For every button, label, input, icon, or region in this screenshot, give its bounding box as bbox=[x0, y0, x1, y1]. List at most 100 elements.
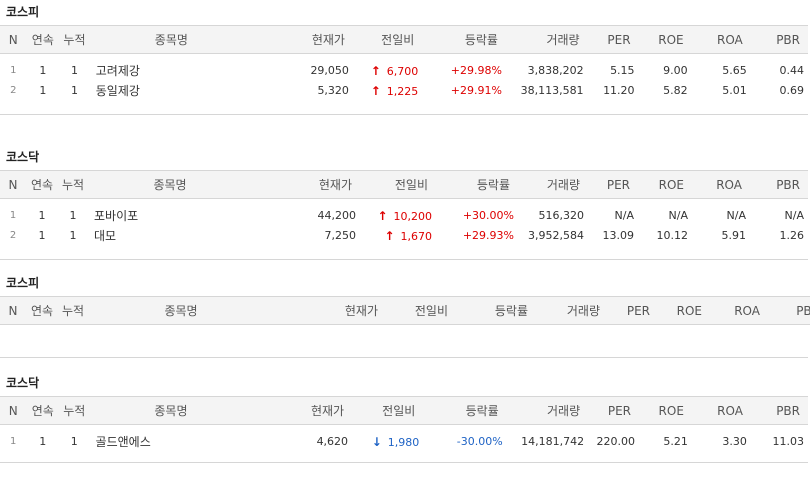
stock-name-link[interactable]: 고려제강 bbox=[95, 64, 140, 78]
stock-name-link[interactable]: 포바이포 bbox=[94, 209, 139, 223]
column-header[interactable]: 종목명 bbox=[153, 178, 187, 192]
column-header[interactable]: 전일비 bbox=[382, 404, 416, 418]
column-header[interactable]: ROA bbox=[716, 32, 743, 47]
per-cell: 11.20 bbox=[603, 84, 635, 97]
column-header[interactable]: 종목명 bbox=[154, 404, 188, 418]
column-header[interactable]: ROA bbox=[716, 177, 742, 192]
column-header[interactable]: PER bbox=[607, 32, 631, 47]
column-header[interactable]: PBR bbox=[796, 303, 810, 318]
arrow-down-icon: ↓ bbox=[371, 434, 382, 449]
n-cell: 1 bbox=[9, 210, 17, 221]
price-cell: 44,200 bbox=[317, 209, 357, 222]
stock-name-link[interactable]: 대모 bbox=[94, 229, 117, 243]
change-cell: ↑ 1,225 bbox=[353, 79, 422, 102]
column-header[interactable]: 종목명 bbox=[164, 304, 198, 318]
table-row[interactable]: 2 1 1 동일제강 5,320 ↑ 1,225 +29.91% 38,113,581 11.20… bbox=[0, 79, 808, 102]
column-header[interactable]: 현재가 bbox=[311, 33, 345, 47]
stock-name-link[interactable]: 골드앤에스 bbox=[95, 435, 151, 449]
n-cell: 2 bbox=[9, 230, 17, 241]
price-cell: 7,250 bbox=[324, 229, 357, 242]
table-row[interactable]: 1 1 1 골드앤에스 4,620 ↓ 1,980 -30.00% 14,181,742 220.… bbox=[0, 425, 808, 451]
column-header[interactable]: 연속 bbox=[31, 404, 54, 418]
column-header[interactable]: 등락률 bbox=[465, 404, 499, 418]
column-header[interactable]: PER bbox=[626, 303, 650, 318]
column-header[interactable]: 현재가 bbox=[310, 404, 345, 418]
column-header[interactable]: 현재가 bbox=[344, 304, 378, 318]
column-header[interactable]: 전일비 bbox=[414, 304, 448, 318]
stock-table: N 연속 누적 종목명 현재가 전일비 등락률 거래량 PER ROE ROA PBR 1 1 1 포바이포 4… bbox=[0, 170, 808, 247]
column-header[interactable]: 거래량 bbox=[547, 404, 581, 418]
column-header[interactable]: 누적 bbox=[61, 178, 85, 192]
column-header[interactable]: 현재가 bbox=[318, 178, 352, 192]
rate-cell: +29.98% bbox=[450, 64, 502, 77]
column-header[interactable]: 거래량 bbox=[546, 33, 580, 47]
roa-cell: N/A bbox=[726, 209, 746, 222]
column-header[interactable]: ROE bbox=[658, 177, 684, 192]
change-cell: ↑ 6,700 bbox=[353, 54, 422, 80]
per-cell: 13.09 bbox=[602, 229, 635, 242]
column-header[interactable]: 등락률 bbox=[494, 304, 528, 318]
price-cell: 4,620 bbox=[316, 435, 349, 448]
arrow-up-icon: ↑ bbox=[377, 208, 388, 223]
table-bottom-border bbox=[0, 114, 808, 115]
table-bottom-border bbox=[0, 357, 808, 358]
column-header[interactable]: 연속 bbox=[30, 304, 54, 318]
stock-table: N 연속 누적 종목명 현재가 전일비 등락률 거래량 PER ROE ROA PBR 1 1 1 고려제강 2… bbox=[0, 25, 808, 102]
stock-table: N 연속 누적 종목명 현재가 전일비 등락률 거래량 PER ROE ROA PBR bbox=[0, 296, 810, 357]
empty-row bbox=[0, 325, 810, 357]
column-header[interactable]: PER bbox=[606, 177, 630, 192]
column-header[interactable]: N bbox=[8, 32, 18, 47]
column-header[interactable]: 누적 bbox=[63, 404, 86, 418]
column-header[interactable]: 거래량 bbox=[566, 304, 600, 318]
market-title: 코스피 bbox=[6, 276, 40, 290]
total-cell: 1 bbox=[69, 229, 77, 242]
column-header[interactable]: 전일비 bbox=[381, 33, 415, 47]
roe-cell: N/A bbox=[668, 209, 688, 222]
stock-table: N 연속 누적 종목명 현재가 전일비 등락률 거래량 PER ROE ROA PBR 1 1 1 골드앤에스… bbox=[0, 396, 808, 450]
column-header[interactable]: 연속 bbox=[30, 178, 54, 192]
market-title: 코스닥 bbox=[6, 376, 40, 390]
roa-cell: 5.65 bbox=[722, 64, 747, 77]
column-header[interactable]: ROE bbox=[676, 303, 702, 318]
column-header[interactable]: ROA bbox=[734, 303, 760, 318]
change-value: 10,200 bbox=[393, 209, 433, 223]
column-header[interactable]: N bbox=[8, 177, 18, 192]
column-header[interactable]: 누적 bbox=[63, 33, 86, 47]
streak-cell: 1 bbox=[39, 64, 47, 77]
column-header[interactable]: 전일비 bbox=[394, 178, 428, 192]
volume-cell: 38,113,581 bbox=[520, 84, 584, 97]
column-header[interactable]: PER bbox=[607, 403, 631, 418]
per-cell: 5.15 bbox=[610, 64, 635, 77]
column-header[interactable]: 거래량 bbox=[546, 178, 580, 192]
table-header-row: N 연속 누적 종목명 현재가 전일비 등락률 거래량 PER ROE ROA PBR bbox=[0, 396, 808, 425]
price-cell: 29,050 bbox=[310, 64, 349, 77]
table-row[interactable]: 1 1 1 포바이포 44,200 ↑ 10,200 +30.00% 516,320 N/A N/A… bbox=[0, 199, 808, 225]
column-header[interactable]: ROA bbox=[717, 403, 743, 418]
per-cell: 220.00 bbox=[596, 435, 636, 448]
column-header[interactable]: 등락률 bbox=[476, 178, 510, 192]
column-header[interactable]: ROE bbox=[658, 32, 684, 47]
roe-cell: 9.00 bbox=[663, 64, 688, 77]
column-header[interactable]: 연속 bbox=[31, 33, 54, 47]
column-header[interactable]: ROE bbox=[658, 403, 684, 418]
column-header[interactable]: N bbox=[8, 403, 18, 418]
column-header[interactable]: PBR bbox=[776, 403, 800, 418]
rate-cell: +29.93% bbox=[462, 229, 514, 242]
column-header[interactable]: 누적 bbox=[61, 304, 85, 318]
column-header[interactable]: 등락률 bbox=[464, 33, 498, 47]
arrow-up-icon: ↑ bbox=[370, 63, 381, 78]
rate-cell: -30.00% bbox=[456, 435, 503, 448]
table-row[interactable]: 1 1 1 고려제강 29,050 ↑ 6,700 +29.98% 3,838,202 5.15 9… bbox=[0, 54, 808, 80]
total-cell: 1 bbox=[70, 64, 78, 77]
volume-cell: 14,181,742 bbox=[521, 435, 585, 448]
stock-name-link[interactable]: 동일제강 bbox=[95, 84, 140, 98]
column-header[interactable]: PBR bbox=[776, 32, 800, 47]
column-header[interactable]: PBR bbox=[776, 177, 800, 192]
change-value: 1,225 bbox=[386, 84, 419, 98]
rate-cell: +30.00% bbox=[462, 209, 514, 222]
column-header[interactable]: N bbox=[8, 303, 18, 318]
column-header[interactable]: 종목명 bbox=[154, 33, 188, 47]
volume-cell: 3,838,202 bbox=[527, 64, 584, 77]
table-row[interactable]: 2 1 1 대모 7,250 ↑ 1,670 +29.93% 3,952,584 13.09 10.… bbox=[0, 224, 808, 247]
roe-cell: 5.21 bbox=[663, 435, 688, 448]
